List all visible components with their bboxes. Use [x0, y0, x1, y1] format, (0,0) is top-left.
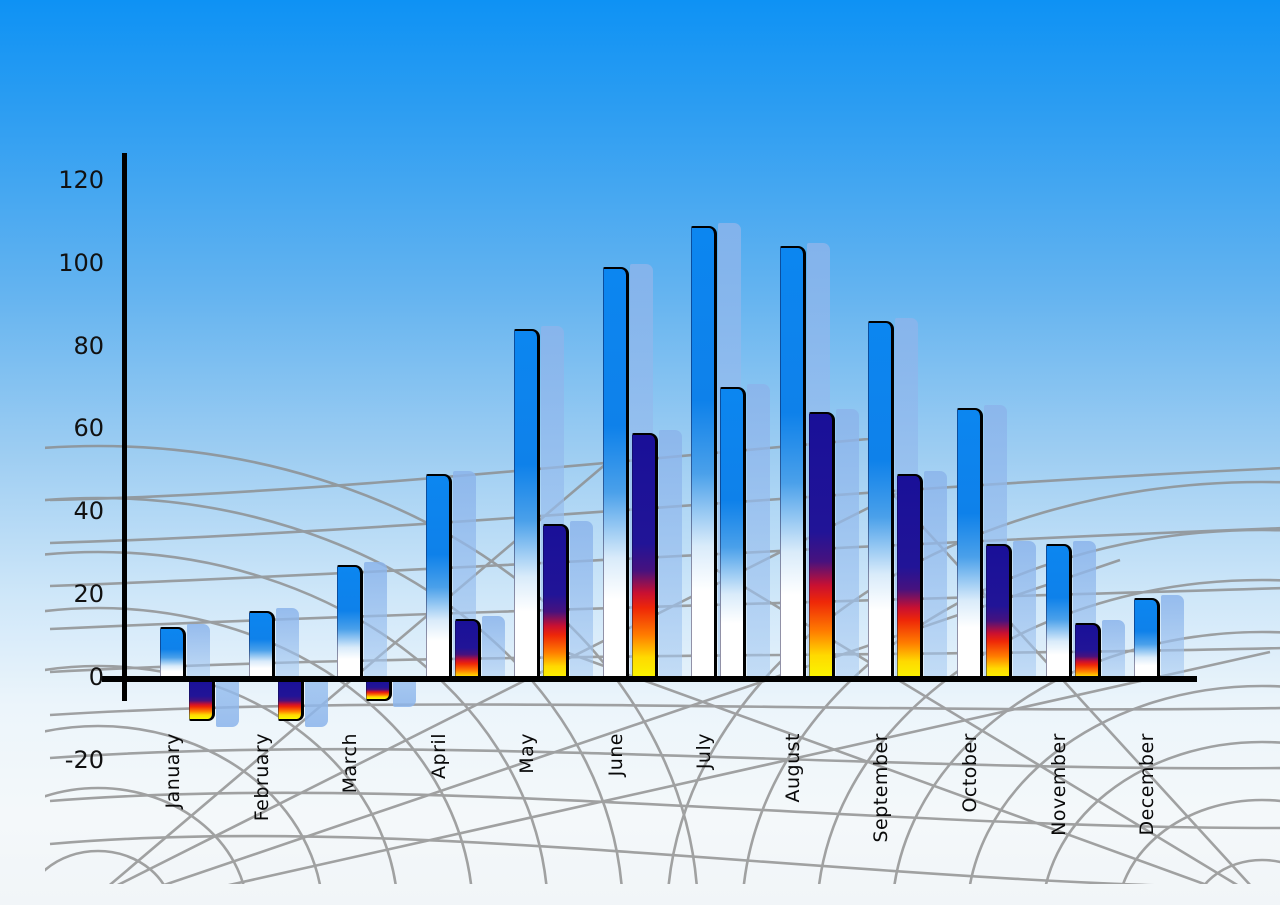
y-axis-tick-label--20: -20	[64, 745, 104, 774]
x-axis-label-august: August	[781, 733, 804, 803]
bar-shadow-october-secondary	[1012, 541, 1036, 677]
bar-shadow-january-secondary	[216, 679, 239, 728]
bar-december-primary	[1134, 598, 1161, 682]
bar-june-secondary	[631, 432, 658, 682]
bar-shadow-june-secondary	[658, 429, 682, 677]
y-axis-tick-label-0: 0	[88, 663, 104, 691]
x-axis-label-july: July	[693, 733, 716, 770]
bar-february-secondary	[277, 678, 304, 722]
bar-shadow-january-primary	[187, 624, 210, 677]
bar-september-primary	[868, 320, 895, 682]
x-axis-label-september: September	[870, 733, 893, 843]
bar-may-secondary	[543, 523, 570, 682]
bar-shadow-may-secondary	[570, 520, 594, 677]
x-axis-label-february: February	[250, 733, 273, 822]
y-axis-tick-label-120: 120	[58, 165, 104, 194]
bar-april-secondary	[454, 619, 481, 682]
bar-shadow-february-secondary	[304, 679, 328, 728]
x-axis-label-june: June	[604, 733, 627, 777]
bar-july-primary	[691, 225, 718, 682]
bar-shadow-february-primary	[275, 607, 299, 677]
bar-shadow-august-secondary	[835, 408, 859, 677]
bar-june-primary	[602, 266, 629, 682]
y-axis-line	[122, 153, 127, 701]
x-axis-label-december: December	[1136, 733, 1159, 836]
bar-march-secondary	[366, 678, 393, 701]
bar-april-primary	[425, 474, 452, 682]
x-axis-zero-line	[102, 676, 1197, 682]
bar-january-primary	[160, 627, 186, 682]
bar-september-secondary	[897, 474, 924, 682]
x-axis-label-april: April	[427, 733, 450, 779]
x-axis-label-march: March	[339, 733, 362, 794]
y-axis-tick-label-60: 60	[73, 414, 104, 443]
bar-october-primary	[956, 407, 983, 682]
bar-shadow-december-primary	[1161, 595, 1185, 677]
bar-august-secondary	[808, 411, 835, 682]
bar-shadow-september-secondary	[924, 471, 948, 677]
y-axis-tick-label-40: 40	[73, 497, 104, 526]
bar-shadow-april-secondary	[481, 616, 505, 677]
bar-march-primary	[337, 565, 364, 682]
bar-november-primary	[1045, 544, 1072, 682]
x-axis-label-may: May	[516, 733, 539, 774]
x-axis-label-october: October	[958, 733, 981, 813]
x-axis-label-january: January	[162, 733, 184, 809]
y-axis-tick-label-80: 80	[73, 331, 104, 360]
bar-november-secondary	[1074, 623, 1101, 682]
x-axis-label-november: November	[1047, 733, 1070, 836]
bar-february-primary	[248, 610, 275, 682]
bar-shadow-march-primary	[364, 562, 388, 677]
bar-july-secondary	[720, 387, 747, 682]
bar-may-primary	[514, 329, 541, 682]
bar-october-secondary	[985, 544, 1012, 682]
bar-shadow-july-secondary	[747, 384, 771, 677]
bar-january-secondary	[189, 678, 215, 722]
y-axis-tick-label-100: 100	[58, 248, 104, 277]
bar-shadow-march-secondary	[393, 679, 417, 707]
bar-august-primary	[779, 246, 806, 682]
y-axis-tick-label-20: 20	[73, 580, 104, 609]
bar-shadow-november-secondary	[1101, 620, 1125, 677]
